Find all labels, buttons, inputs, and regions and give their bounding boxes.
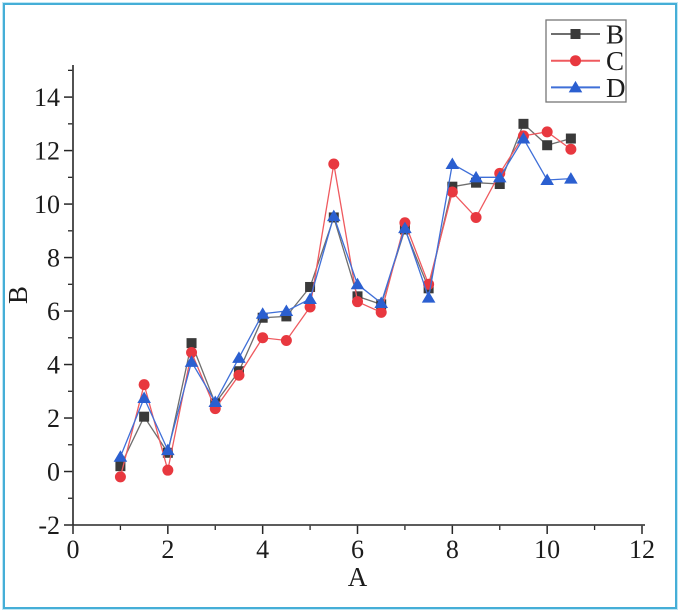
series-D-marker <box>137 391 151 403</box>
series-C-marker <box>162 464 174 476</box>
y-axis-title: B <box>3 286 33 304</box>
series-D-marker <box>540 173 554 185</box>
y-tick-label: 8 <box>47 244 60 273</box>
series-C-marker <box>186 347 198 358</box>
series-D-marker <box>469 170 483 183</box>
series-B-marker <box>518 118 529 129</box>
x-tick-label: 12 <box>629 535 655 564</box>
series-D-marker <box>279 304 294 317</box>
series-D-marker <box>326 209 341 222</box>
series-B-marker <box>115 461 126 472</box>
series-D-marker <box>516 132 531 144</box>
series-D-marker <box>161 443 175 456</box>
series-D-marker <box>303 292 317 305</box>
series-C-marker <box>352 296 363 308</box>
y-tick-label: 10 <box>34 190 60 219</box>
series-C-marker <box>446 186 458 198</box>
series-B-marker <box>565 133 576 144</box>
series-B-marker <box>494 179 505 190</box>
series-D-marker <box>255 307 270 319</box>
series-D-marker <box>208 395 223 407</box>
series-C-marker <box>328 158 340 170</box>
series-C-marker <box>138 379 150 391</box>
x-axis-title: A <box>348 562 368 592</box>
series-D-marker <box>350 277 365 290</box>
series-C-marker <box>470 211 482 223</box>
series-D-marker <box>445 157 460 169</box>
series-C-marker <box>565 143 577 155</box>
series-B-marker <box>471 177 482 188</box>
series-C-marker <box>541 126 553 138</box>
series-B-marker <box>186 338 197 349</box>
y-tick-label: -2 <box>38 511 60 540</box>
x-tick-label: 4 <box>256 535 269 564</box>
y-tick-label: 2 <box>47 404 60 433</box>
series-C-marker <box>114 471 126 483</box>
series-D-marker <box>374 296 389 309</box>
legend-B-label: B <box>606 20 624 50</box>
series-B-marker <box>139 411 150 422</box>
x-tick-label: 2 <box>161 535 174 564</box>
legend-D-marker <box>568 80 583 93</box>
series-D-marker <box>184 355 199 367</box>
y-tick-label: 12 <box>34 137 60 166</box>
y-tick-label: 6 <box>47 297 60 326</box>
series-D-marker <box>398 221 412 234</box>
series-C-marker <box>280 334 292 346</box>
series-C-marker <box>257 332 269 344</box>
x-tick-label: 6 <box>351 535 364 564</box>
series-D-marker <box>564 172 578 184</box>
series-D-line <box>119 137 571 458</box>
x-tick-label: 0 <box>67 535 80 564</box>
y-tick-label: 14 <box>34 83 60 112</box>
legend-D-label: D <box>606 73 626 103</box>
series-D-marker <box>492 170 507 183</box>
series-C-marker <box>375 306 387 318</box>
series-B-marker <box>305 281 316 292</box>
series-C-marker <box>233 369 245 381</box>
legend-C-label: C <box>606 46 624 76</box>
x-tick-label: 10 <box>534 535 560 564</box>
series-D-marker <box>232 351 246 363</box>
x-tick-label: 8 <box>446 535 459 564</box>
series-D-marker <box>421 291 436 303</box>
series-D-marker <box>113 450 128 462</box>
legend-C-marker <box>570 55 581 67</box>
y-tick-label: 4 <box>47 351 60 380</box>
y-tick-label: 0 <box>47 458 60 487</box>
series-C-marker <box>304 301 316 313</box>
series-B-marker <box>542 140 553 151</box>
series-B-marker <box>281 311 292 322</box>
legend-B-marker <box>570 29 581 39</box>
